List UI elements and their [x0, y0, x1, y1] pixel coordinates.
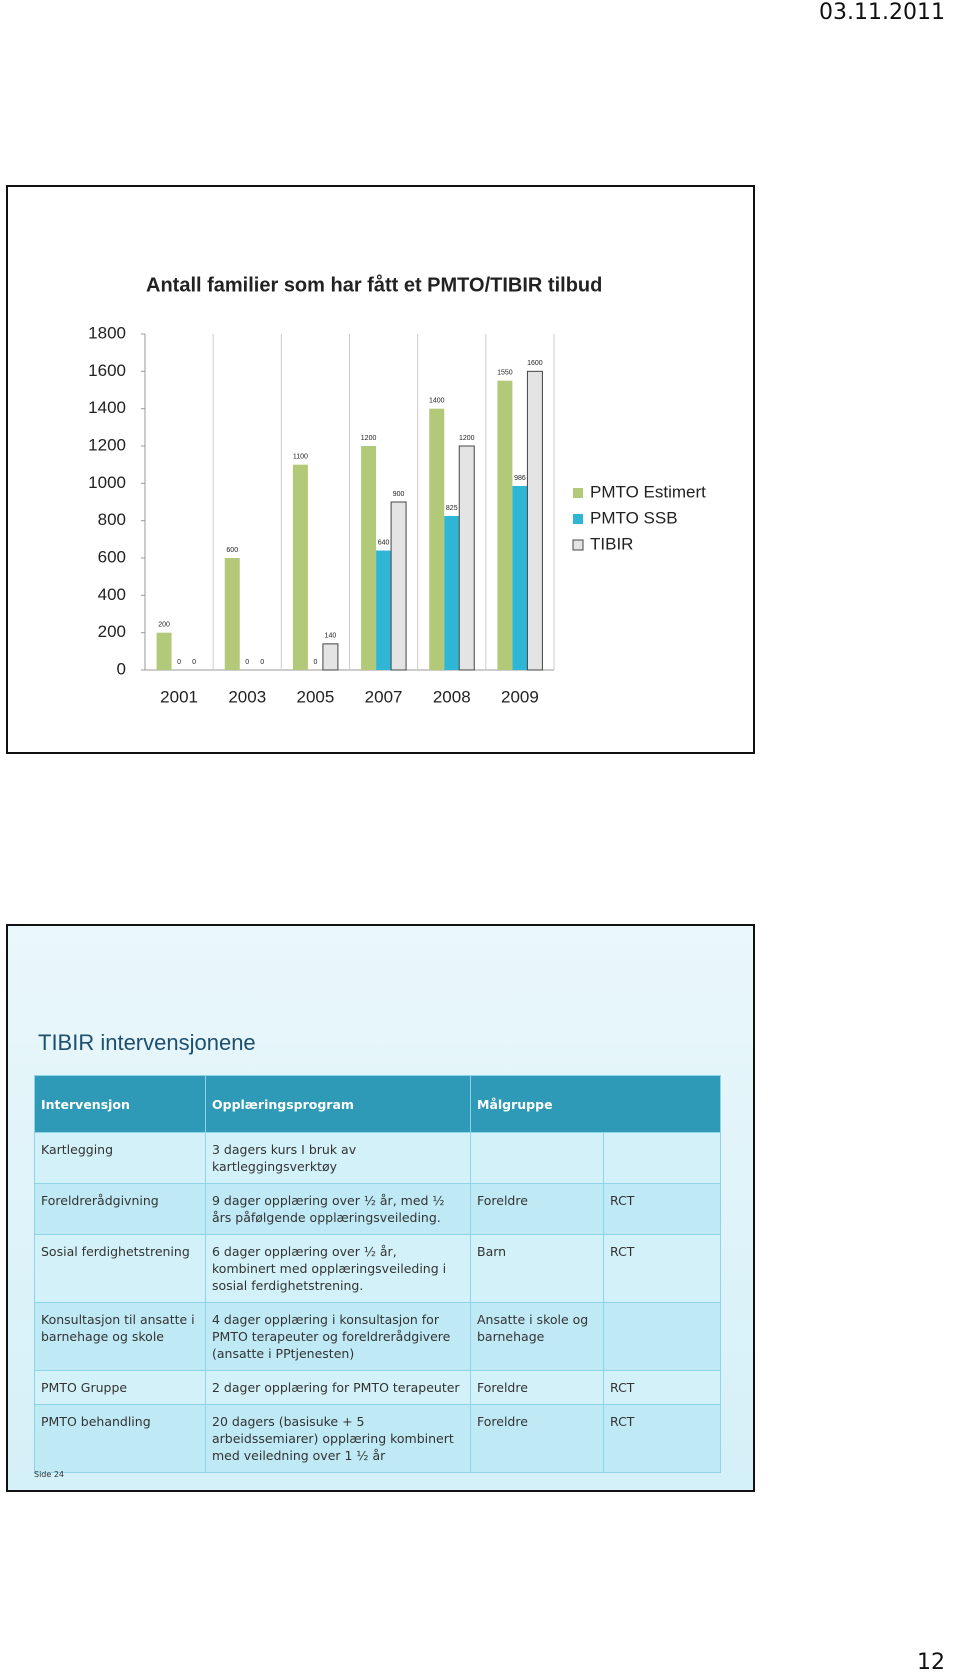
bar	[376, 550, 392, 670]
table-cell: 4 dager opplæring i konsultasjon for PMT…	[205, 1302, 471, 1371]
table-cell: RCT	[603, 1370, 721, 1405]
table-cell: 9 dager opplæring over ½ år, med ½ års p…	[205, 1183, 471, 1235]
data-label: 1400	[429, 398, 445, 405]
data-label: 1200	[361, 435, 377, 442]
y-tick-label: 1000	[88, 473, 126, 492]
y-tick-label: 1200	[88, 435, 126, 454]
data-label: 825	[446, 505, 458, 512]
bar	[292, 464, 308, 670]
data-label: 1600	[527, 360, 543, 367]
bar	[444, 516, 460, 670]
bar	[512, 485, 528, 670]
header-cell: Intervensjon	[34, 1075, 206, 1133]
table-cell	[603, 1132, 721, 1184]
chart-slide: Antall familier som har fått et PMTO/TIB…	[6, 185, 755, 754]
bar	[526, 370, 543, 671]
page-number: 12	[917, 1650, 945, 1675]
data-label: 0	[177, 659, 181, 666]
data-label: 640	[378, 539, 390, 546]
data-label: 200	[158, 622, 170, 629]
table-cell: Foreldrerådgivning	[34, 1183, 206, 1235]
bar	[156, 632, 172, 670]
legend-label: PMTO Estimert	[590, 482, 706, 501]
table: Intervensjon Opplæringsprogram Målgruppe K…	[34, 1075, 721, 1473]
table-cell: Kartlegging	[34, 1132, 206, 1184]
data-label: 600	[226, 547, 238, 554]
table-cell: 3 dagers kurs I bruk av kartleggingsverk…	[205, 1132, 471, 1184]
data-label: 1100	[293, 454, 308, 461]
y-tick-label: 1600	[88, 361, 126, 380]
table-row: Kartlegging 3 dagers kurs I bruk av kartl…	[34, 1132, 721, 1184]
bar	[429, 408, 445, 670]
x-tick-label: 2009	[501, 687, 539, 706]
header-cell: Målgruppe	[470, 1075, 721, 1133]
legend-label: TIBIR	[590, 534, 633, 553]
data-label: 0	[245, 659, 249, 666]
data-label: 0	[260, 659, 264, 666]
table-cell: PMTO behandling	[34, 1404, 206, 1473]
legend-swatch	[572, 539, 584, 551]
data-label: 986	[514, 475, 526, 482]
x-tick-label: 2003	[228, 687, 266, 706]
table-row: Foreldrerådgivning 9 dager opplæring over…	[34, 1183, 721, 1235]
x-tick-label: 2008	[433, 687, 471, 706]
y-tick-label: 200	[98, 622, 126, 641]
x-tick-label: 2005	[297, 687, 335, 706]
table-cell: 6 dager opplæring over ½ år, kombinert m…	[205, 1234, 471, 1303]
bar	[458, 445, 475, 671]
table-row: PMTO behandling 20 dagers (basisuke + 5 a…	[34, 1404, 721, 1473]
legend-swatch	[573, 488, 583, 498]
legend-swatch	[573, 514, 583, 524]
y-tick-label: 1400	[88, 398, 126, 417]
bar	[390, 501, 407, 671]
bar	[361, 446, 377, 670]
table-cell: Barn	[470, 1234, 604, 1303]
x-tick-label: 2007	[365, 687, 403, 706]
y-tick-label: 0	[117, 659, 126, 678]
table-cell	[603, 1302, 721, 1371]
chart-title: Antall familier som har fått et PMTO/TIB…	[146, 273, 602, 296]
x-tick-label: 2001	[160, 687, 198, 706]
y-tick-label: 600	[98, 547, 126, 566]
table-row: Sosial ferdighetstrening 6 dager opplærin…	[34, 1234, 721, 1303]
table-row: Konsultasjon til ansatte i barnehage og …	[34, 1302, 721, 1371]
table-cell: Sosial ferdighetstrening	[34, 1234, 206, 1303]
date: 03.11.2011	[819, 0, 945, 25]
y-tick-label: 1800	[88, 323, 126, 342]
table-cell: Foreldre	[470, 1370, 604, 1405]
data-label: 900	[393, 491, 405, 498]
data-label: 140	[325, 633, 337, 640]
bar	[322, 643, 339, 671]
table-cell: Foreldre	[470, 1404, 604, 1473]
table-slide: TIBIR intervensjonene Intervensjon Opplær…	[6, 924, 755, 1492]
table-row: PMTO Gruppe 2 dager opplæring for PMTO te…	[34, 1370, 721, 1405]
data-label: 0	[192, 659, 196, 666]
table-cell: RCT	[603, 1404, 721, 1473]
slide-footer: Side 24	[34, 1470, 65, 1479]
y-tick-label: 400	[98, 585, 126, 604]
data-label: 1550	[497, 370, 513, 377]
bar	[224, 558, 240, 670]
table-cell	[470, 1132, 604, 1184]
legend-label: PMTO SSB	[590, 508, 678, 527]
y-tick-label: 800	[98, 510, 126, 529]
data-label: 1200	[459, 435, 475, 442]
header-row: Intervensjon Opplæringsprogram Målgruppe	[34, 1075, 721, 1133]
bar	[497, 380, 513, 670]
slide-title: TIBIR intervensjonene	[38, 1030, 256, 1055]
table-cell: 20 dagers (basisuke + 5 arbeidssemiarer)…	[205, 1404, 471, 1473]
chart: Antall familier som har fått et PMTO/TIB…	[88, 273, 706, 706]
table-cell: Ansatte i skole og barnehage	[470, 1302, 604, 1371]
data-label: 0	[313, 659, 317, 666]
header-cell: Opplæringsprogram	[205, 1075, 471, 1133]
table-cell: RCT	[603, 1183, 721, 1235]
table-cell: PMTO Gruppe	[34, 1370, 206, 1405]
table-cell: 2 dager opplæring for PMTO terapeuter	[205, 1370, 471, 1405]
table-cell: Foreldre	[470, 1183, 604, 1235]
table-cell: Konsultasjon til ansatte i barnehage og …	[34, 1302, 206, 1371]
table-cell: RCT	[603, 1234, 721, 1303]
